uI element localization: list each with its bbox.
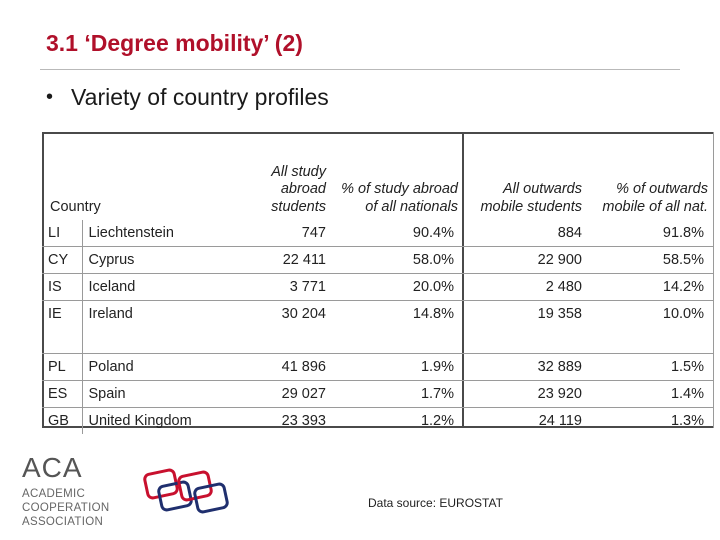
bullet-text: Variety of country profiles: [71, 84, 329, 110]
outwards-count: 884: [557, 225, 582, 241]
table-row: LI Liechtenstein 747 90.4% 884 91.8%: [42, 220, 714, 247]
header-pct-outwards: % of outwards mobile of all nat.: [602, 181, 708, 215]
country-name: Poland: [82, 353, 232, 381]
data-source-note: Data source: EUROSTAT: [368, 496, 503, 510]
header-country: Country: [50, 198, 101, 215]
abroad-percent: 1.2%: [332, 407, 464, 434]
abroad-count: 30 204: [232, 300, 332, 327]
abroad-count: 41 896: [232, 353, 332, 381]
title-divider: [40, 69, 680, 70]
country-code: PL: [42, 353, 83, 381]
header-pct-abroad: % of study abroad of all nationals: [341, 181, 458, 215]
spacer-cell: [82, 327, 714, 354]
country-code: LI: [42, 220, 83, 247]
outwards-count: 22 900: [464, 246, 588, 274]
logo-line-1: ACADEMIC: [22, 488, 86, 500]
country-name: Spain: [82, 380, 232, 408]
outwards-percent: 14.2%: [588, 273, 714, 301]
country-code: GB: [42, 407, 83, 434]
logo-line-2: COOPERATION: [22, 502, 110, 514]
outwards-percent: 10.0%: [588, 300, 714, 327]
country-code: IE: [42, 300, 83, 327]
abroad-count: 22 411: [232, 246, 332, 274]
spacer-cell: [42, 327, 83, 354]
logo-acronym: ACA: [22, 452, 83, 483]
header-all-outwards: All outwards mobile students: [480, 181, 582, 215]
abroad-percent: 1.9%: [332, 353, 464, 381]
abroad-count: 3 771: [232, 273, 332, 301]
outwards-percent: 1.3%: [588, 407, 714, 434]
linked-squares-logo-icon: [143, 468, 229, 514]
outwards-percent: 58.5%: [588, 246, 714, 274]
abroad-percent: 90.4%: [412, 225, 454, 241]
header-all-abroad: All study abroad students: [271, 163, 326, 215]
abroad-percent: 20.0%: [332, 273, 464, 301]
table-header-row: Country All study abroad students % of s…: [42, 132, 714, 220]
country-code: ES: [42, 380, 83, 408]
table-row: ES Spain 29 027 1.7% 23 920 1.4%: [42, 380, 714, 408]
country-profile-table: Country All study abroad students % of s…: [42, 132, 714, 434]
country-name: Ireland: [82, 300, 232, 327]
country-name: Iceland: [82, 273, 232, 301]
outwards-percent: 1.5%: [588, 353, 714, 381]
outwards-percent: 1.4%: [588, 380, 714, 408]
aca-logo: ACA ACADEMIC COOPERATION ASSOCIATION: [22, 452, 229, 532]
abroad-percent: 14.8%: [332, 300, 464, 327]
outwards-count: 19 358: [464, 300, 588, 327]
outwards-count: 24 119: [464, 407, 588, 434]
country-name: Liechtenstein: [88, 225, 174, 241]
data-table: Country All study abroad students % of s…: [42, 132, 714, 434]
country-name: United Kingdom: [82, 407, 232, 434]
outwards-count: 32 889: [464, 353, 588, 381]
table-row: PL Poland 41 896 1.9% 32 889 1.5%: [42, 353, 714, 381]
country-name: Cyprus: [82, 246, 232, 274]
table-row: GB United Kingdom 23 393 1.2% 24 119 1.3…: [42, 407, 714, 434]
abroad-count: 23 393: [232, 407, 332, 434]
outwards-count: 23 920: [464, 380, 588, 408]
bullet-icon: •: [46, 86, 54, 108]
table-row: IS Iceland 3 771 20.0% 2 480 14.2%: [42, 273, 714, 301]
outwards-count: 2 480: [464, 273, 588, 301]
table-row: IE Ireland 30 204 14.8% 19 358 10.0%: [42, 300, 714, 327]
table-spacer-row: [42, 327, 714, 354]
logo-line-3: ASSOCIATION: [22, 516, 104, 528]
abroad-count: 29 027: [232, 380, 332, 408]
table-row: CY Cyprus 22 411 58.0% 22 900 58.5%: [42, 246, 714, 274]
country-code: IS: [42, 273, 83, 301]
abroad-count: 747: [301, 225, 326, 241]
bullet-point: • Variety of country profiles: [46, 84, 329, 111]
outwards-percent: 91.8%: [662, 225, 704, 241]
slide-title: 3.1 ‘Degree mobility’ (2): [46, 30, 303, 56]
abroad-percent: 1.7%: [332, 380, 464, 408]
country-code: CY: [42, 246, 83, 274]
abroad-percent: 58.0%: [332, 246, 464, 274]
